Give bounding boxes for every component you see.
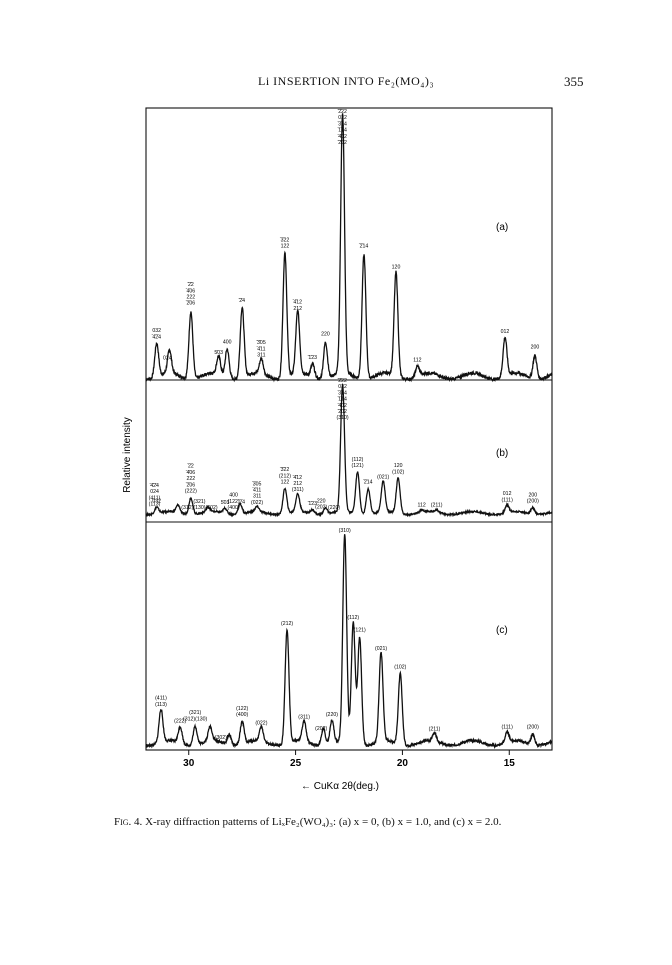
panel-label: (a) — [496, 222, 508, 233]
peak-label: 112 — [413, 358, 421, 364]
peak-label: (211) — [431, 502, 443, 508]
peak-label: (411) (113) — [155, 696, 167, 708]
x-tick-label: 30 — [183, 758, 195, 769]
peak-label: 012 — [501, 329, 510, 335]
peak-label: ̄4̄2̄4 024 (411) (113) — [149, 483, 161, 508]
peak-label: (222) — [174, 718, 186, 724]
peak-label: ̄4̄12 212 (311) — [292, 475, 304, 493]
peak-label: ̄3̄05̄4̄11 311 — [256, 340, 266, 358]
peak-label: ̄4̄12 212 — [292, 300, 302, 312]
peak-label: ̄2̄14 — [363, 480, 373, 486]
peak-label: ̄2̄4 — [238, 500, 245, 506]
panel-label: (c) — [496, 625, 508, 636]
peak-label: 5̄03 — [221, 500, 230, 506]
peak-label: 400 — [223, 340, 232, 346]
x-tick-label: 25 — [290, 758, 302, 769]
peak-label: ̄1̄23 — [307, 501, 317, 507]
peak-label: ̄1̄23 — [307, 355, 317, 361]
x-tick-label: 20 — [397, 758, 409, 769]
peak-label: ̄2̄2̄4̄06 222̄2̄06 (222) — [185, 464, 197, 495]
x-ticks: 30 25 20 15 — [183, 750, 515, 769]
peak-label: 112 — [418, 502, 426, 508]
peak-label: (212) — [281, 621, 293, 627]
panel-label: (b) — [496, 448, 508, 459]
x-axis-label: ← CuKα 2θ(deg.) — [301, 781, 379, 792]
caption-label: Fig. 4. — [114, 816, 143, 828]
peak-label: 024 — [163, 355, 172, 361]
peak-label: ̄2̄2̄4̄06 222̄2̄06 — [186, 282, 196, 307]
peak-label: (321) (312)(130)(302) — [181, 499, 218, 511]
peak-label: (321) (312)(130) — [183, 710, 207, 722]
peak-label: 012 (111) — [501, 491, 513, 503]
peak-label: (200) — [527, 725, 539, 731]
peak-label: 032̄4̄2̄4 — [151, 328, 161, 340]
peak-label: 400 (122) (400) — [228, 493, 240, 511]
caption-text: X-ray diffraction patterns of LiₓFe₂(WO₄… — [145, 816, 502, 828]
peak-label: 200 — [531, 345, 540, 351]
peak-label: ̄2̄4 — [238, 298, 245, 304]
peak-label: (220) — [326, 712, 338, 718]
peak-label: 5̄03 — [214, 350, 223, 356]
peak-label: 120 (102) — [392, 463, 404, 475]
diffraction-trace — [145, 113, 553, 383]
peak-label: (122) (400) — [236, 706, 248, 718]
peak-label: (310) — [339, 528, 351, 534]
x-tick-label: 15 — [504, 758, 516, 769]
peak-label: (121) — [354, 627, 366, 633]
panel-b: (b)̄4̄2̄4 024 (411) (113)032̄2̄2̄4̄06 222̄2̄… — [145, 378, 553, 518]
peak-label: (112) — [347, 615, 359, 621]
peak-label: 120 — [392, 264, 401, 270]
peak-label: (021) — [377, 475, 389, 481]
peak-label: ̄2̄14 — [359, 244, 369, 250]
peak-label: 032 — [152, 499, 161, 505]
peak-label: ̄3̄22 (212) 122 — [279, 467, 291, 485]
diffraction-trace — [145, 534, 553, 750]
peak-label: (220) — [328, 505, 340, 511]
peak-label: (202) — [315, 726, 327, 732]
peak-label: ̄2̄22 022̄3̄14̄1̄14̄4̄02̄2̄02 — [337, 109, 347, 146]
page-number: 355 — [564, 74, 584, 89]
diffraction-trace — [145, 382, 553, 518]
peak-label: (022) — [255, 721, 267, 727]
running-title: Li INSERTION INTO Fe₂(MO₄)₃ — [258, 74, 435, 88]
peak-label: 220 — [321, 332, 330, 338]
peak-label: ̄2̄22 022̄3̄14̄1̄14̄4̄02̄2̄02 (310) — [337, 378, 349, 421]
peak-label: (102) — [394, 665, 406, 671]
peak-label: (021) — [375, 646, 387, 652]
peak-label: ̄3̄05̄4̄11 311 (022) — [251, 481, 263, 506]
peak-label: (302) — [215, 735, 227, 741]
page-header: Li INSERTION INTO Fe₂(MO₄)₃ 355 — [0, 74, 672, 94]
panel-c: (c) (411) (113) (222)(321) (312)(130) (302) (1… — [145, 528, 553, 750]
peak-label: ̄3̄22 122 — [280, 237, 290, 249]
peak-label: (311) — [298, 714, 310, 720]
peak-label: (112) (121) — [351, 457, 363, 469]
panel-a: (a) 032̄4̄2̄4 024̄2̄2̄4̄06 222̄2̄06 5̄03400̄… — [145, 109, 553, 383]
figure-caption: Fig. 4. X-ray diffraction patterns of Li… — [114, 816, 501, 828]
plot-frame — [145, 107, 553, 751]
y-axis-label: Relative intensity — [122, 417, 133, 493]
peak-label: 220 (202) — [315, 498, 327, 510]
peak-label: (111) — [501, 725, 513, 731]
peak-label: (211) — [429, 727, 441, 733]
peak-label: 200 (200) — [527, 492, 539, 504]
